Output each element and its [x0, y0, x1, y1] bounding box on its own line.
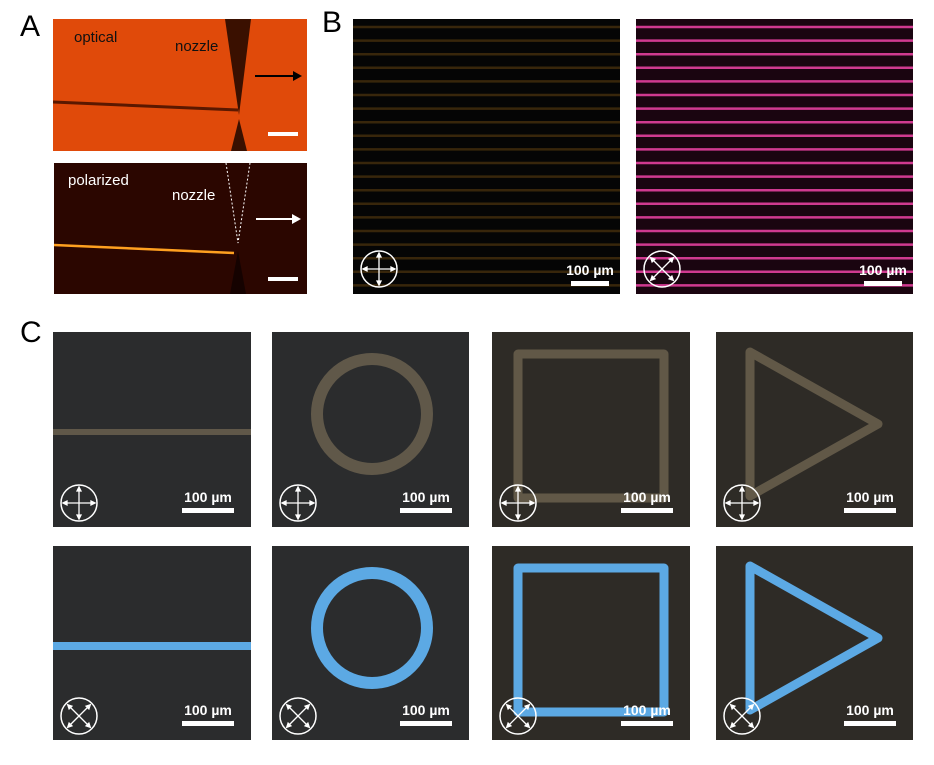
polarizer-crossed-arrows-icon	[278, 483, 318, 523]
polarizer-diagonal-arrows-icon	[59, 696, 99, 736]
printed-square-crossed-0deg: 100 µm	[492, 332, 690, 527]
polarizer-diagonal-arrows-icon	[498, 696, 538, 736]
scale-bar: 100 µm	[391, 489, 461, 513]
polarizer-crossed-arrows-icon	[722, 483, 762, 523]
polarized-label: polarized	[68, 172, 129, 189]
printed-line-crossed-45deg: 100 µm	[53, 546, 251, 740]
lattice-crossed-polarizer: 100 µm	[353, 19, 620, 294]
scale-bar-label: 100 µm	[859, 262, 907, 278]
panel-label-a: A	[20, 10, 41, 43]
scale-bar-label: 100 µm	[566, 262, 614, 278]
circle-filament	[311, 567, 433, 689]
scale-bar: 100 µm	[173, 702, 243, 726]
birefringent-filament	[54, 243, 235, 255]
printed-triangle-crossed-0deg: 100 µm	[716, 332, 913, 527]
scale-bar-label: 100 µm	[623, 702, 671, 718]
scale-bar: 100 µm	[555, 262, 620, 286]
square-filament	[513, 563, 669, 717]
scale-bar-label: 100 µm	[846, 489, 894, 505]
printed-circle-crossed-45deg: 100 µm	[272, 546, 469, 740]
printed-triangle-crossed-45deg: 100 µm	[716, 546, 913, 740]
printed-line-crossed-0deg: 100 µm	[53, 332, 251, 527]
scale-bar: 100 µm	[391, 702, 461, 726]
scale-bar-label: 100 µm	[402, 702, 450, 718]
circle-filament	[311, 353, 433, 475]
panel-label-b: B	[322, 6, 343, 39]
polarizer-diagonal-arrows-icon	[642, 249, 682, 289]
polarized-micrograph: polarized nozzle	[54, 163, 307, 294]
nozzle-label: nozzle	[172, 187, 216, 204]
scale-bar: 100 µm	[612, 702, 682, 726]
printed-square-crossed-45deg: 100 µm	[492, 546, 690, 740]
square-filament	[513, 349, 669, 503]
optical-micrograph: optical nozzle	[53, 19, 307, 151]
scale-bar-label: 100 µm	[184, 489, 232, 505]
optical-label: optical	[74, 29, 118, 46]
scale-bar-label: 100 µm	[184, 702, 232, 718]
panel-label-c: C	[20, 316, 42, 349]
scale-bar: 100 µm	[835, 489, 905, 513]
polarizer-crossed-arrows-icon	[498, 483, 538, 523]
polarizer-crossed-arrows-icon	[59, 483, 99, 523]
scale-bar: 100 µm	[835, 702, 905, 726]
triangle-filament	[745, 347, 883, 501]
scale-bar: 100 µm	[848, 262, 913, 286]
scale-bar	[268, 132, 298, 136]
polarizer-diagonal-arrows-icon	[722, 696, 762, 736]
triangle-filament	[745, 561, 883, 715]
scale-bar-label: 100 µm	[402, 489, 450, 505]
polarizer-crossed-arrows-icon	[359, 249, 399, 289]
printed-circle-crossed-0deg: 100 µm	[272, 332, 469, 527]
scale-bar: 100 µm	[612, 489, 682, 513]
scale-bar: 100 µm	[173, 489, 243, 513]
scale-bar-label: 100 µm	[846, 702, 894, 718]
optical-image	[53, 19, 302, 151]
nozzle-shape	[225, 19, 251, 115]
nozzle-outline	[225, 163, 251, 244]
scale-bar-label: 100 µm	[623, 489, 671, 505]
polarized-image	[54, 163, 301, 294]
lattice-rotated-polarizer: 100 µm	[636, 19, 913, 294]
polarizer-diagonal-arrows-icon	[278, 696, 318, 736]
nozzle-shape	[231, 119, 247, 151]
scale-bar	[268, 277, 298, 281]
printed-filament	[53, 100, 239, 112]
nozzle-label: nozzle	[175, 38, 219, 55]
